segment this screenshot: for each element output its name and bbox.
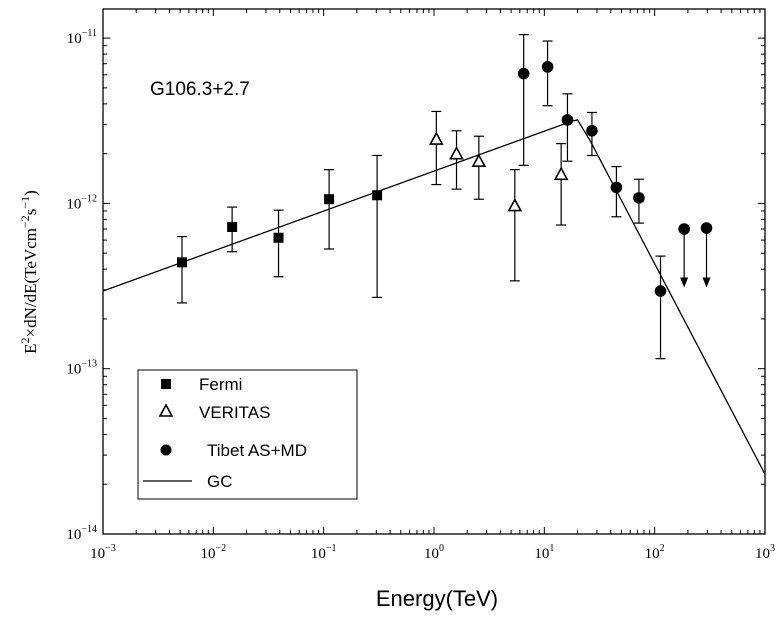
legend-veritas-label: VERITAS <box>199 403 270 422</box>
x-tick-label: 101 <box>534 543 554 562</box>
source-annotation: G106.3+2.7 <box>150 79 250 100</box>
tibet-point <box>586 124 598 137</box>
fermi-point <box>324 194 335 205</box>
legend-fermi-marker <box>161 379 171 389</box>
fermi-point <box>176 257 187 268</box>
x-tick-label: 10−1 <box>311 543 337 562</box>
legend-fermi-label: Fermi <box>199 375 242 394</box>
tibet-point <box>633 192 645 204</box>
data-points-layer <box>176 34 713 360</box>
legend-veritas-marker <box>158 403 174 417</box>
upper-limit-arrow <box>680 277 689 288</box>
x-tick-label: 100 <box>424 543 444 562</box>
legend-box <box>137 369 358 500</box>
veritas-point <box>553 166 569 181</box>
tibet-upper-limit-point <box>678 223 690 235</box>
gc-model-layer <box>102 119 766 475</box>
legend: Fermi VERITAS Tibet AS+MD GC <box>137 369 358 500</box>
legend-gc-label: GC <box>207 472 233 491</box>
veritas-point <box>471 153 487 168</box>
x-axis-title: Energy(TeV) <box>376 586 498 611</box>
fermi-point <box>227 221 238 232</box>
x-tick-label: 102 <box>645 543 665 562</box>
tibet-point <box>654 285 667 297</box>
upper-limit-arrow <box>702 277 711 288</box>
gc-model-curve <box>102 119 766 475</box>
y-tick-label: 10−13 <box>66 359 97 378</box>
tibet-upper-limit-point <box>700 222 713 234</box>
tibet-point <box>541 61 554 73</box>
tibet-point <box>561 114 574 126</box>
y-axis-title: E2×dN/dE(TeVcm−2s−1) <box>18 190 40 354</box>
tick-labels: 10−3 10−2 10−1 100 101 102 103 10−14 10−13 10−12 1… <box>66 28 775 562</box>
veritas-point <box>449 145 464 160</box>
fermi-point <box>273 232 284 243</box>
y-tick-label: 10−12 <box>66 193 97 212</box>
x-tick-label: 10−3 <box>90 543 116 562</box>
y-tick-label: 10−14 <box>66 524 97 543</box>
veritas-point <box>428 131 444 145</box>
x-tick-label: 10−2 <box>201 543 227 562</box>
x-tick-label: 103 <box>755 543 775 562</box>
tibet-point <box>517 67 530 80</box>
y-tick-label: 10−11 <box>67 28 97 47</box>
tibet-point <box>610 181 623 194</box>
fermi-point <box>372 190 383 201</box>
legend-tibet-label: Tibet AS+MD <box>207 441 307 460</box>
legend-tibet-marker <box>160 444 172 456</box>
axis-ticks <box>102 9 765 535</box>
veritas-point <box>507 197 523 212</box>
